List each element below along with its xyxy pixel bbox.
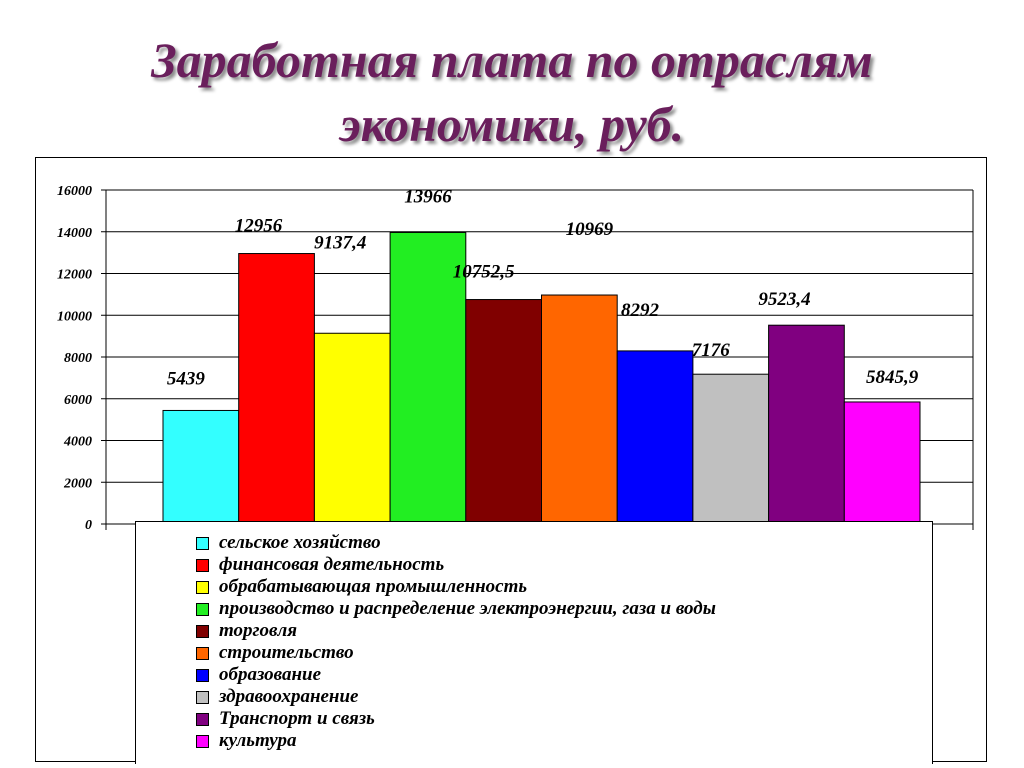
bar-4 (389, 231, 467, 525)
y-tick-label: 6000 (64, 393, 92, 408)
legend-swatch (196, 734, 209, 748)
y-tick-label: 14000 (57, 226, 92, 241)
legend-swatch (196, 690, 209, 704)
bar-7 (616, 350, 694, 525)
bar-1 (162, 409, 240, 525)
legend-item: финансовая деятельность (196, 554, 444, 576)
y-tick-label: 4000 (63, 435, 92, 450)
bar-10 (843, 401, 921, 525)
data-label-5: 10752,5 (453, 262, 515, 283)
chart-legend: сельское хозяйство финансовая деятельност… (135, 521, 933, 764)
legend-swatch (196, 558, 209, 572)
bar-9 (768, 324, 845, 525)
legend-label: культура (219, 730, 297, 751)
legend-label: строительство (219, 642, 354, 663)
legend-item: культура (196, 730, 296, 752)
legend-item: здравоохранение (196, 686, 358, 708)
legend-label: образование (219, 664, 322, 685)
bar-8 (692, 373, 770, 525)
legend-item: производство и распределение электроэнер… (196, 598, 716, 620)
data-label-8: 7176 (692, 340, 731, 361)
legend-swatch (196, 624, 209, 638)
y-tick-label: 8000 (64, 351, 92, 366)
bar-3 (313, 332, 391, 525)
legend-swatch (196, 602, 209, 616)
slide-title: Заработная плата по отраслям экономики, … (0, 28, 1024, 156)
bar-chart: 0 2000 4000 6000 8000 10000 12000 14000 16000 543… (57, 184, 974, 533)
legend-item: торговля (196, 620, 297, 642)
y-tick-label: 10000 (57, 309, 92, 324)
data-label-3: 9137,4 (314, 232, 366, 253)
legend-label: производство и распределение электроэнер… (219, 598, 716, 619)
y-tick-label: 0 (85, 518, 92, 533)
data-label-9: 9523,4 (758, 289, 810, 310)
legend-label: торговля (219, 620, 298, 641)
legend-swatch (196, 712, 209, 726)
y-tick-label: 12000 (57, 268, 92, 283)
legend-item: строительство (196, 642, 354, 664)
legend-item: обрабатывающая промышленность (196, 576, 527, 598)
legend-swatch (196, 646, 209, 660)
legend-swatch (196, 668, 209, 682)
legend-label: здравоохранение (219, 686, 359, 707)
legend-label: сельское хозяйство (219, 532, 381, 553)
data-label-4: 13966 (404, 186, 452, 207)
legend-label: обрабатывающая промышленность (219, 576, 528, 597)
y-tick-label: 2000 (63, 476, 92, 491)
legend-item: образование (196, 664, 321, 686)
legend-swatch (196, 536, 209, 550)
slide-title-line-1: Заработная плата по отраслям (151, 32, 873, 88)
data-label-7: 8292 (621, 300, 660, 321)
legend-swatch (196, 580, 209, 594)
chart-frame: 0 2000 4000 6000 8000 10000 12000 14000 16000 543… (35, 157, 987, 762)
data-label-6: 10969 (566, 219, 614, 240)
legend-item: Транспорт и связь (196, 708, 375, 730)
bar-5 (465, 299, 542, 525)
bar-2 (238, 253, 315, 525)
y-tick-label: 16000 (57, 184, 92, 199)
slide-title-line-2: экономики, руб. (339, 96, 685, 152)
legend-item: сельское хозяйство (196, 532, 381, 554)
data-label-10: 5845,9 (866, 367, 919, 388)
legend-label: финансовая деятельность (219, 554, 445, 575)
legend-label: Транспорт и связь (219, 708, 375, 729)
data-label-2: 12956 (235, 216, 283, 237)
data-label-1: 5439 (167, 368, 206, 389)
bar-6 (541, 294, 618, 525)
